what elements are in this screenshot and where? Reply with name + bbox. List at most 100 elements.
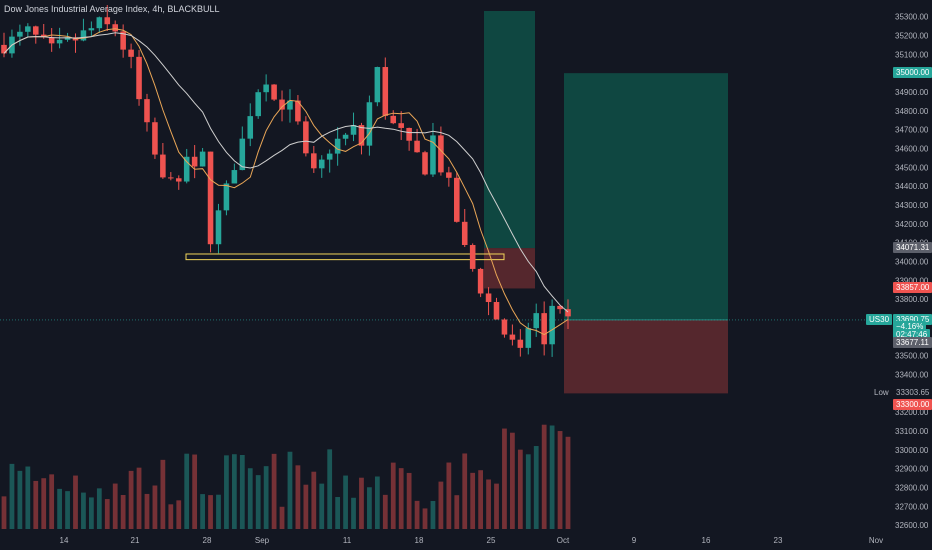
- volume-bar: [239, 454, 245, 529]
- y-tick-label: 35200.00: [895, 31, 929, 40]
- volume-bar: [96, 488, 102, 529]
- volume-bar: [510, 432, 515, 529]
- volume-bar: [398, 468, 404, 529]
- stop-zone-price-label: 33300.00: [893, 398, 932, 410]
- volume-bar: [557, 431, 563, 529]
- volume-bar: [438, 481, 444, 529]
- volume-bar: [17, 470, 23, 529]
- candle-body: [207, 151, 214, 245]
- candle-body: [374, 67, 381, 103]
- candle-body: [96, 17, 103, 29]
- candle-body: [350, 125, 357, 135]
- change-percent-label: −4.16%: [893, 321, 927, 333]
- volume-bar: [533, 446, 539, 529]
- volume-bar: [359, 477, 364, 529]
- candle-body: [342, 134, 349, 139]
- y-tick-label: 32700.00: [895, 502, 929, 511]
- candles: [1, 5, 571, 357]
- volume-bar: [478, 470, 484, 529]
- x-tick-label: 18: [415, 536, 424, 545]
- candle-body: [366, 102, 373, 146]
- low-price-label: 33303.65: [893, 386, 932, 398]
- volume-bar: [33, 480, 39, 529]
- candle-body: [438, 135, 444, 173]
- y-tick-label: 33800.00: [895, 295, 929, 304]
- candle-body: [160, 154, 166, 178]
- y-tick-label: 34900.00: [895, 88, 929, 97]
- y-tick-label: 34800.00: [895, 107, 929, 116]
- y-tick-label: 34500.00: [895, 163, 929, 172]
- candle-body: [430, 135, 436, 175]
- candle-body: [120, 31, 126, 50]
- volume-bar: [112, 483, 118, 529]
- candle-body: [295, 100, 301, 122]
- volume-bar: [549, 425, 555, 529]
- candle-body: [446, 172, 452, 178]
- x-tick-label: 28: [203, 536, 212, 545]
- volume-bar: [88, 497, 94, 529]
- right-position-loss-zone: [564, 319, 728, 394]
- candle-body: [414, 140, 420, 153]
- position-zones: [0, 11, 870, 394]
- volume-bar: [65, 491, 70, 529]
- candle-body: [168, 177, 174, 179]
- volume-bar: [184, 453, 190, 529]
- volume-bar: [470, 472, 476, 529]
- x-tick-label: Sep: [255, 536, 270, 545]
- candle-body: [382, 67, 389, 116]
- candle-body: [32, 26, 39, 35]
- volume-bar: [319, 483, 325, 529]
- y-tick-label: 32800.00: [895, 484, 929, 493]
- y-tick-label: 33000.00: [895, 446, 929, 455]
- volume-bar: [327, 449, 333, 529]
- candle-body: [533, 313, 540, 329]
- volume-bar: [541, 424, 547, 529]
- volume-bar: [208, 495, 213, 529]
- candle-body: [64, 37, 71, 40]
- volume-bar: [200, 494, 205, 529]
- volume-bar: [565, 436, 571, 529]
- volume-bar: [247, 468, 253, 529]
- volume-bar: [9, 463, 15, 529]
- y-tick-label: 32900.00: [895, 465, 929, 474]
- candle-body: [485, 293, 492, 303]
- volume-bar: [231, 454, 237, 529]
- candle-body: [223, 183, 230, 211]
- candle-body: [40, 34, 47, 38]
- volume-bar: [382, 494, 388, 529]
- volume-bar: [73, 475, 78, 529]
- volume-bar: [335, 497, 341, 529]
- candle-body: [152, 122, 158, 155]
- volume-bar: [255, 475, 261, 529]
- volume-bars: [1, 424, 571, 529]
- candle-body: [501, 319, 508, 335]
- volume-bar: [216, 494, 221, 529]
- volume-bar: [263, 466, 269, 529]
- y-tick-label: 35100.00: [895, 50, 929, 59]
- volume-bar: [144, 493, 150, 529]
- volume-bar: [525, 454, 531, 529]
- candle-body: [557, 305, 563, 310]
- last-bar-price-label: 33677.11: [893, 336, 932, 348]
- y-tick-label: 35300.00: [895, 13, 929, 22]
- volume-bar: [517, 449, 523, 529]
- x-tick-label: 11: [343, 536, 352, 545]
- candle-body: [477, 268, 484, 294]
- candle-body: [390, 115, 397, 124]
- volume-bar: [414, 500, 420, 529]
- x-tick-label: Oct: [557, 536, 570, 545]
- low-caption: Low: [871, 386, 892, 398]
- x-tick-label: 21: [131, 536, 140, 545]
- y-tick-label: 34000.00: [895, 258, 929, 267]
- volume-bar: [160, 459, 166, 529]
- x-tick-label: 16: [702, 536, 711, 545]
- bar-countdown-label: 02:47:46: [893, 328, 931, 340]
- volume-bar: [486, 479, 491, 529]
- volume-bar: [57, 488, 62, 529]
- candle-body: [303, 121, 309, 154]
- candle-body: [271, 84, 277, 100]
- candle-body: [25, 26, 31, 32]
- volume-bar: [1, 496, 7, 529]
- candle-body: [1, 44, 7, 54]
